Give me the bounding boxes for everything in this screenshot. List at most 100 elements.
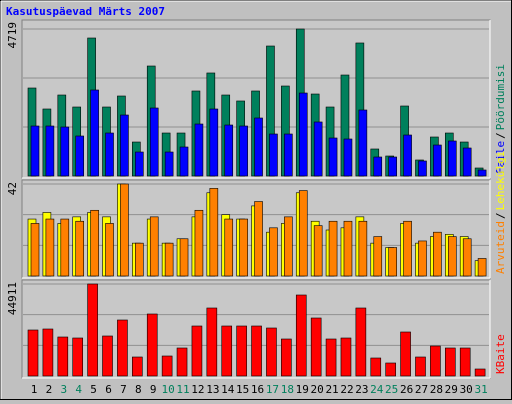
x-tick-label: 31	[474, 383, 487, 396]
bar	[30, 223, 40, 277]
bar	[284, 216, 293, 277]
chart-title: Kasutuspäevad Märts 2007	[6, 5, 165, 18]
bar	[385, 362, 396, 377]
bar	[269, 227, 278, 277]
bar	[132, 356, 143, 377]
bar	[430, 345, 441, 377]
bar	[120, 183, 129, 277]
x-tick-label: 16	[251, 383, 264, 396]
bar	[105, 132, 114, 177]
bar	[161, 355, 173, 377]
bar	[269, 133, 278, 177]
bar	[328, 220, 338, 277]
bar	[358, 220, 368, 277]
bar	[310, 317, 322, 377]
bar	[45, 125, 55, 177]
bar	[373, 236, 383, 277]
bar	[75, 135, 85, 177]
bar	[194, 209, 204, 277]
x-tick-label: 18	[281, 383, 294, 396]
x-tick-label: 3	[60, 383, 67, 396]
bar	[418, 240, 427, 277]
x-tick-label: 1	[31, 383, 38, 396]
bar	[313, 121, 323, 177]
bar	[179, 146, 189, 177]
bar	[60, 126, 70, 177]
bar	[355, 307, 367, 377]
x-tick-label: 17	[266, 383, 279, 396]
bar	[72, 337, 84, 377]
x-tick-label: 5	[90, 383, 97, 396]
x-tick-label: 28	[430, 383, 443, 396]
bar	[459, 347, 471, 377]
bar	[164, 151, 174, 177]
x-tick-label: 21	[325, 383, 338, 396]
bar	[75, 220, 85, 277]
x-tick-label: 13	[206, 383, 219, 396]
bar	[444, 347, 456, 377]
bar	[370, 357, 382, 377]
bar	[42, 328, 54, 377]
bar	[90, 89, 99, 177]
legend-separator: /	[494, 132, 507, 139]
bar	[266, 327, 277, 377]
bar	[239, 125, 248, 177]
bar	[254, 117, 263, 177]
x-tick-label: 8	[135, 383, 142, 396]
bar	[403, 134, 412, 177]
bar	[176, 347, 188, 377]
bar	[403, 220, 412, 277]
bar	[462, 147, 472, 177]
bar	[415, 356, 426, 377]
legend: KBaite	[494, 334, 507, 374]
bar	[209, 188, 219, 277]
bar	[373, 156, 383, 177]
bar	[224, 218, 234, 277]
bar	[313, 225, 323, 277]
bar	[224, 124, 234, 177]
bar	[146, 313, 158, 377]
x-tick-label: 26	[400, 383, 413, 396]
y-tick-label: 42	[6, 182, 19, 195]
bar	[477, 258, 487, 277]
bar	[149, 107, 159, 177]
legend: Arvuteid /Lehekülgi	[494, 151, 507, 274]
x-tick-label: 7	[120, 383, 127, 396]
legend: Faile / Pöördumisi	[494, 64, 507, 174]
x-tick-label: 22	[340, 383, 353, 396]
bar	[206, 307, 218, 377]
bar	[477, 169, 487, 177]
bar	[105, 223, 114, 277]
y-tick-label: 44911	[6, 282, 19, 315]
bar	[90, 209, 99, 277]
bar	[221, 325, 233, 377]
bar	[194, 123, 204, 177]
x-tick-label: 23	[355, 383, 368, 396]
bar	[164, 242, 174, 277]
bar	[45, 218, 55, 277]
bar	[30, 125, 40, 177]
bar	[284, 133, 293, 177]
bar	[328, 137, 338, 177]
bar	[281, 338, 292, 377]
legend-entry: KBaite	[494, 334, 507, 374]
bar	[325, 338, 337, 377]
x-tick-label: 10	[162, 383, 175, 396]
x-tick-label: 30	[460, 383, 473, 396]
bar	[179, 238, 189, 277]
bar	[102, 335, 113, 377]
x-tick-label: 6	[105, 383, 112, 396]
bar	[340, 337, 352, 377]
bar	[358, 109, 368, 177]
x-tick-label: 9	[150, 383, 157, 396]
bar	[388, 247, 397, 277]
legend-separator: /	[494, 212, 507, 219]
bar	[254, 201, 263, 277]
bar	[474, 368, 486, 377]
bar	[87, 283, 98, 377]
bar	[60, 218, 70, 277]
bar	[120, 114, 129, 177]
legend-entry: Pöördumisi	[494, 64, 507, 130]
bar	[298, 190, 308, 277]
bar	[191, 325, 203, 377]
